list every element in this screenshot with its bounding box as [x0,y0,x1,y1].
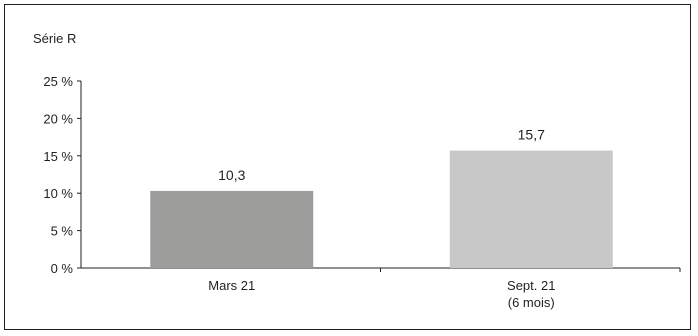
x-category-label: Sept. 21 [507,278,555,293]
series-label: Série R [33,31,76,46]
y-tick-label: 10 % [43,186,73,201]
bar-value-label: 10,3 [218,167,245,183]
bar [150,190,314,268]
bar [449,150,613,268]
bars [150,150,613,268]
y-tick-label: 0 % [51,261,74,276]
labels: 10,3 Mars 21 15,7 Sept. 21 (6 mois) [208,127,555,310]
bar-value-label: 15,7 [518,127,545,143]
y-tick-label: 15 % [43,149,73,164]
y-tick-label: 5 % [51,224,74,239]
x-category-label: (6 mois) [508,295,555,310]
y-tick-label: 25 % [43,74,73,89]
x-category-label: Mars 21 [208,278,255,293]
y-tick-label: 20 % [43,111,73,126]
